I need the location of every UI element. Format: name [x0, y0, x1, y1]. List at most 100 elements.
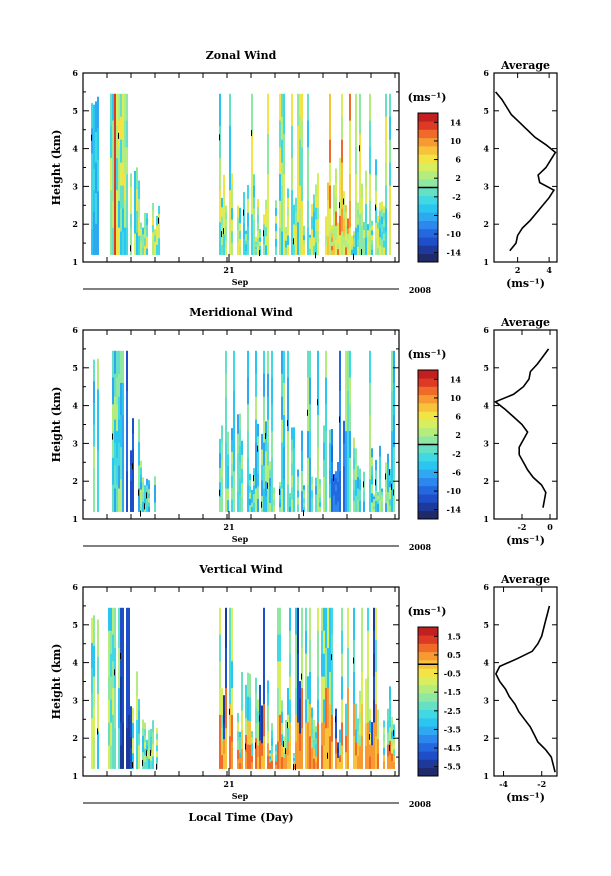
y-tick-label: 2	[72, 219, 78, 229]
colorbar-unit: (ms⁻¹)	[408, 605, 447, 618]
avg-y-tick-label: 3	[483, 438, 489, 448]
y-tick-label: 2	[72, 733, 78, 743]
y-tick-label: 5	[72, 363, 78, 373]
month-label: Sep	[232, 791, 249, 801]
colorbar-swatch	[418, 485, 438, 495]
colorbar-swatch	[418, 170, 438, 180]
y-tick-label: 5	[72, 106, 78, 116]
year-label: 2008	[409, 542, 432, 552]
average-profile-line	[495, 605, 556, 773]
colorbar-swatch	[418, 129, 438, 139]
avg-y-tick-label: 1	[483, 771, 489, 781]
colorbar-tick-label: -4.5	[444, 743, 461, 753]
colorbar-tick-label: 14	[450, 374, 462, 384]
avg-x-label: (ms⁻¹)	[506, 791, 545, 804]
average-frame	[493, 72, 558, 263]
colorbar-swatch	[418, 113, 438, 122]
colorbar-swatch	[418, 494, 438, 503]
colorbar-swatch	[418, 742, 438, 752]
y-axis-label: Height (km)	[50, 130, 63, 206]
colorbar-swatch	[418, 220, 438, 230]
colorbar-swatch	[418, 718, 438, 727]
colorbar-swatch	[418, 477, 438, 487]
avg-y-tick-label: 4	[483, 144, 489, 154]
x-tick-label: 21	[223, 522, 234, 532]
colorbar-frame	[417, 626, 439, 777]
heatmap-cells	[91, 607, 395, 771]
colorbar-tick-label: -1.5	[444, 687, 461, 697]
colorbar-swatch	[418, 386, 438, 396]
colorbar-tick-label: -2	[452, 192, 461, 202]
colorbar-swatch	[418, 245, 438, 255]
y-tick-label: 3	[72, 438, 78, 448]
y-tick-label: 1	[72, 257, 78, 267]
colorbar-swatch	[418, 668, 438, 677]
colorbar-tick-label: 10	[450, 393, 462, 403]
colorbar-tick-label: 6	[455, 155, 461, 165]
colorbar-swatch	[418, 137, 438, 147]
y-tick-label: 1	[72, 514, 78, 524]
colorbar-tick-label: -0.5	[444, 669, 461, 679]
colorbar-tick-label: -10	[447, 486, 462, 496]
colorbar-swatch	[418, 643, 438, 653]
colorbar-swatch	[418, 693, 438, 702]
y-tick-label: 1	[72, 771, 78, 781]
colorbar-swatch	[418, 403, 438, 412]
y-tick-label: 6	[72, 68, 78, 78]
colorbar-swatch	[418, 378, 438, 387]
colorbar-tick-label: -14	[447, 505, 462, 515]
colorbar-swatch	[418, 419, 438, 429]
colorbar-swatch	[418, 676, 438, 686]
colorbar-tick-label: 10	[450, 136, 462, 146]
colorbar-swatch	[418, 452, 438, 462]
y-tick-label: 6	[72, 582, 78, 592]
colorbar-swatch	[418, 436, 438, 445]
avg-y-tick-label: 2	[483, 476, 489, 486]
colorbar-swatch	[418, 179, 438, 188]
heatmap-cells	[93, 350, 395, 517]
month-label: Sep	[232, 277, 249, 287]
colorbar-tick-label: -6	[452, 210, 461, 220]
colorbar-swatch	[418, 461, 438, 470]
average-frame	[493, 329, 558, 520]
colorbar-swatch	[418, 684, 438, 694]
colorbar-swatch	[418, 427, 438, 437]
avg-y-tick-label: 2	[483, 219, 489, 229]
y-tick-label: 2	[72, 476, 78, 486]
colorbar-swatch	[418, 709, 438, 719]
y-tick-label: 3	[72, 695, 78, 705]
colorbar-swatch	[418, 370, 438, 379]
colorbar-swatch	[418, 228, 438, 238]
colorbar-tick-label: -3.5	[444, 724, 461, 734]
colorbar-swatch	[418, 701, 438, 711]
colorbar-swatch	[418, 411, 438, 420]
y-tick-label: 4	[72, 658, 78, 668]
colorbar-tick-label: -14	[447, 248, 462, 258]
colorbar-swatch	[418, 212, 438, 221]
colorbar-swatch	[418, 187, 438, 197]
colorbar-unit: (ms⁻¹)	[408, 91, 447, 104]
average-frame	[493, 586, 558, 777]
avg-x-label: (ms⁻¹)	[506, 534, 545, 547]
colorbar-swatch	[418, 154, 438, 163]
y-tick-label: 6	[72, 325, 78, 335]
colorbar-tick-label: -10	[447, 229, 462, 239]
colorbar-swatch	[418, 444, 438, 454]
colorbar-swatch	[418, 469, 438, 478]
colorbar-swatch	[418, 162, 438, 172]
colorbar-swatch	[418, 734, 438, 744]
x-tick-label: 21	[223, 265, 234, 275]
y-axis-label: Height (km)	[50, 644, 63, 720]
avg-x-tick-label: 0	[547, 522, 553, 532]
avg-x-tick-label: 4	[546, 265, 552, 275]
avg-x-tick-label: 2	[515, 265, 521, 275]
colorbar-swatch	[418, 502, 438, 512]
average-profile-line	[493, 348, 550, 508]
average-profile-line	[494, 91, 557, 252]
avg-y-tick-label: 6	[483, 68, 489, 78]
avg-x-tick-label: -2	[518, 522, 527, 532]
average-title: Average	[500, 59, 550, 72]
